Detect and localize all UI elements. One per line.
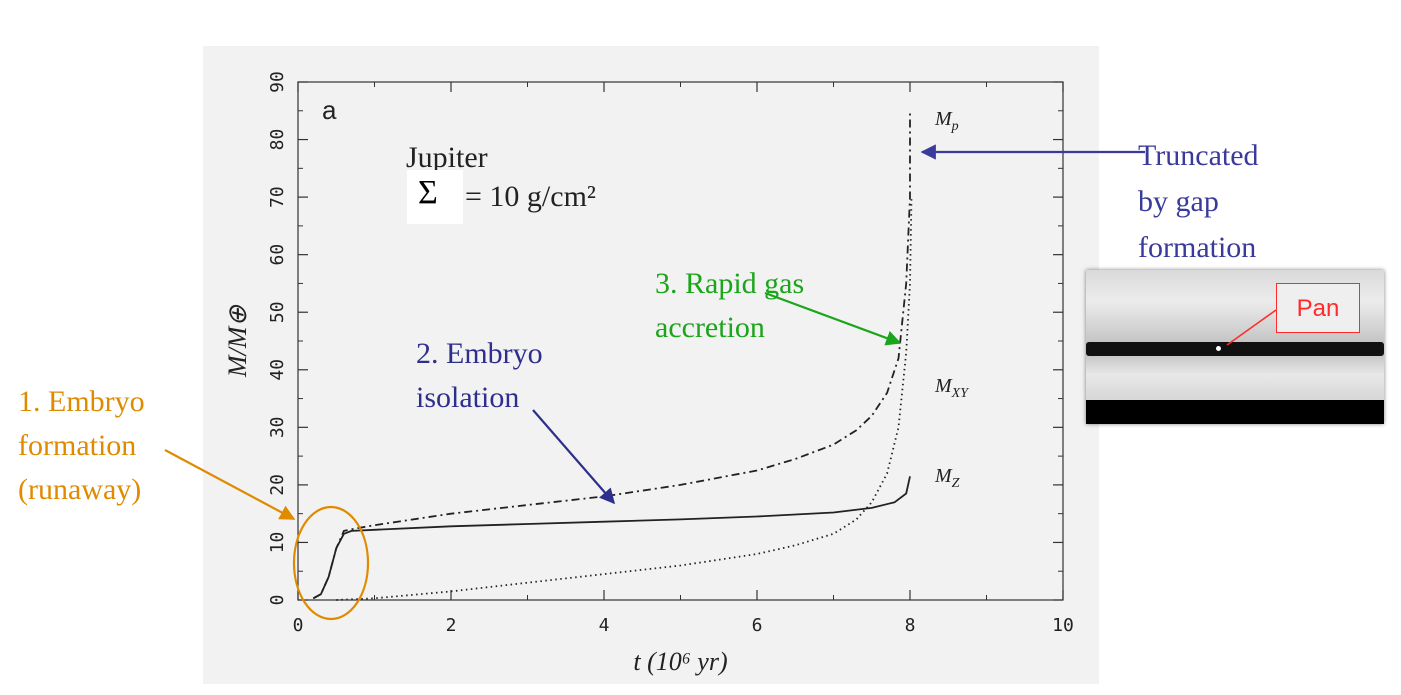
y-tick-label: 40 [267,359,288,381]
annotation-line: formation [18,429,137,462]
inset-shadow [1086,400,1384,424]
pan-moon [1216,346,1221,351]
series-line-mxy [336,197,913,601]
y-tick-label: 50 [267,301,288,323]
curve-label-mxy: MXY [935,375,969,401]
arrow-embryo [164,449,296,520]
y-tick-label: 80 [267,129,288,151]
annotation-line: accretion [655,311,765,344]
series-line-mz [312,476,911,600]
y-tick-label: 20 [267,474,288,496]
annotation-truncated: Truncated by gap formation [1138,133,1259,271]
x-tick-label: 2 [446,615,457,636]
annotation-rapid-gas-accretion: 3. Rapid gas accretion [655,262,804,350]
curve-label-mp: Mp [935,108,959,134]
surface-density-label: = 10 g/cm² [465,180,596,213]
x-tick-label: 10 [1052,615,1074,636]
annotation-line: 1. Embryo [18,385,145,418]
y-tick-label: 90 [267,71,288,93]
pan-label-box: Pan [1276,283,1360,333]
y-tick-label: 60 [267,244,288,266]
encke-gap [1086,342,1384,356]
x-axis-label: t (10⁶ yr) [633,647,727,676]
y-tick-label: 70 [267,186,288,208]
curve-label-mz: MZ [935,465,960,491]
series-line-mp [312,110,911,600]
x-tick-label: 0 [293,615,304,636]
pan-pointer-line [1226,309,1277,346]
y-tick-label: 10 [267,532,288,554]
annotation-line: 2. Embryo [416,337,543,370]
x-tick-label: 8 [905,615,916,636]
runaway-highlight-ellipse [292,505,370,621]
sigma-box [407,170,463,224]
annotation-line: isolation [416,381,520,414]
annotation-embryo-isolation: 2. Embryo isolation [416,332,543,420]
y-tick-label: 30 [267,416,288,438]
annotation-embryo-formation: 1. Embryo formation (runaway) [18,380,145,512]
panel-label: a [322,95,337,125]
sigma-symbol: Σ [418,174,438,211]
annotation-line: formation [1138,231,1257,264]
annotation-line: by gap [1138,185,1219,218]
annotation-line: (runaway) [18,473,142,506]
annotation-line: Truncated [1138,139,1259,172]
x-tick-label: 4 [599,615,610,636]
arrow-gas-accretion [764,291,902,346]
annotation-line: 3. Rapid gas [655,267,805,300]
arrow-isolation [532,409,616,505]
x-tick-label: 6 [752,615,763,636]
jupiter-label: Jupiter [406,141,488,174]
y-tick-label: 0 [267,595,288,606]
y-axis-label: M/M⊕ [223,305,252,379]
